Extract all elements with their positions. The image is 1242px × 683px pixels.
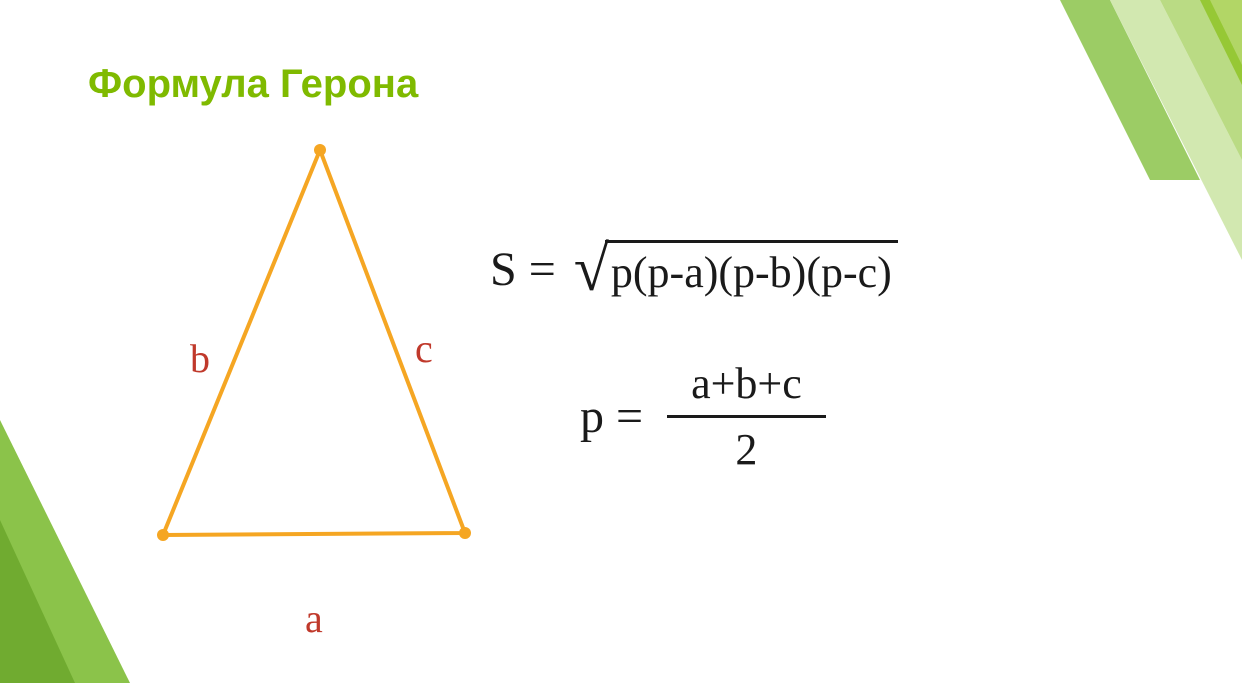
triangle-diagram: a b c [95, 140, 475, 620]
formula-area: S = √ p(p-a)(p-b)(p-c) [490, 240, 1150, 298]
formula-block: S = √ p(p-a)(p-b)(p-c) p = a+b+c 2 [490, 240, 1150, 475]
side-label-a: a [305, 595, 323, 642]
radicand: p(p-a)(p-b)(p-c) [605, 240, 898, 298]
fraction-denominator: 2 [667, 415, 826, 475]
side-label-c: c [415, 325, 433, 372]
fraction: a+b+c 2 [667, 358, 826, 475]
fraction-numerator: a+b+c [667, 358, 826, 415]
side-label-b: b [190, 335, 210, 382]
formula-p-lhs: p = [580, 389, 643, 444]
slide-title: Формула Герона [88, 62, 418, 107]
formula-semiperimeter: p = a+b+c 2 [580, 358, 1150, 475]
formula-area-lhs: S = [490, 242, 556, 297]
triangle-svg [95, 140, 475, 620]
radical-icon: √ [574, 247, 609, 292]
sqrt-expression: √ p(p-a)(p-b)(p-c) [574, 240, 898, 298]
